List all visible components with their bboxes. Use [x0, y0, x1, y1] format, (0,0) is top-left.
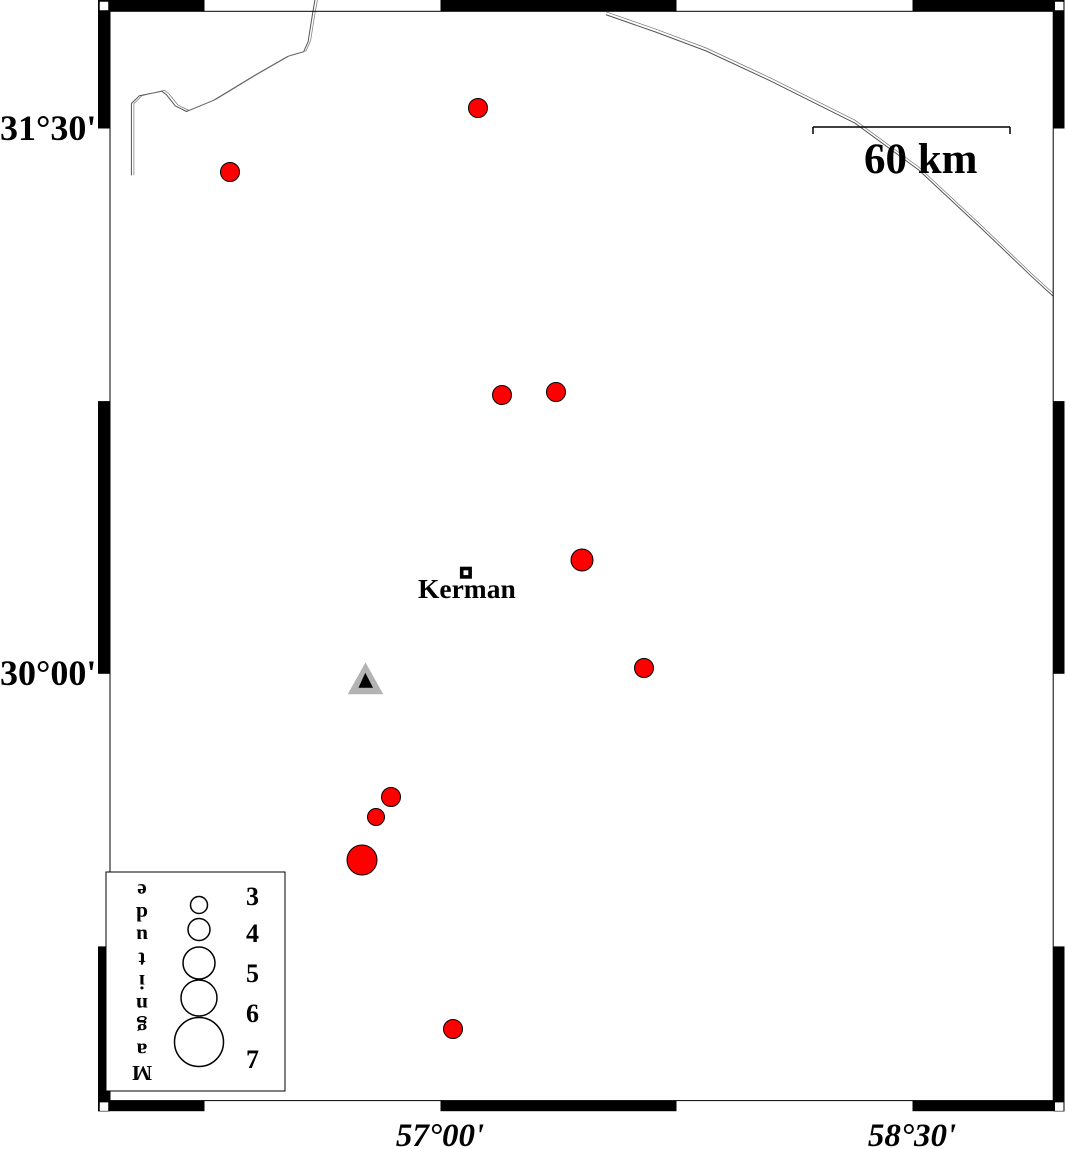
svg-text:u: u [136, 925, 148, 949]
svg-text:M: M [132, 1061, 152, 1085]
svg-text:5: 5 [246, 959, 259, 988]
svg-text:58°30': 58°30' [868, 1118, 956, 1149]
svg-text:30°00': 30°00' [0, 653, 96, 693]
svg-text:4: 4 [246, 919, 259, 948]
svg-text:a: a [136, 1038, 147, 1062]
svg-text:d: d [136, 902, 148, 926]
svg-text:i: i [139, 970, 145, 994]
svg-text:57°00': 57°00' [396, 1118, 484, 1149]
svg-text:60 km: 60 km [864, 136, 978, 183]
svg-text:7: 7 [246, 1045, 259, 1074]
svg-text:6: 6 [246, 999, 259, 1028]
svg-text:e: e [137, 879, 147, 903]
svg-text:n: n [136, 993, 148, 1017]
svg-text:Kerman: Kerman [418, 573, 516, 604]
svg-text:g: g [136, 1016, 147, 1040]
svg-text:31°30': 31°30' [0, 108, 96, 148]
svg-text:t: t [138, 947, 146, 971]
svg-text:3: 3 [246, 882, 259, 911]
